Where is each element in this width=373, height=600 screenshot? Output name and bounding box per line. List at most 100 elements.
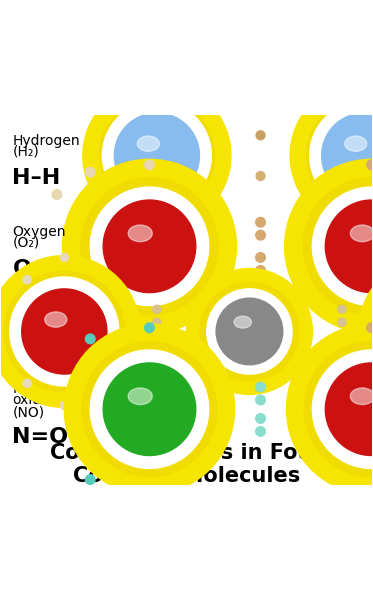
Ellipse shape bbox=[45, 312, 67, 327]
Text: dioxide: dioxide bbox=[13, 315, 63, 329]
Ellipse shape bbox=[128, 388, 152, 404]
Circle shape bbox=[211, 293, 288, 370]
Text: H–H: H–H bbox=[13, 168, 61, 188]
Text: Oxygen: Oxygen bbox=[13, 224, 66, 239]
Circle shape bbox=[111, 109, 203, 202]
Circle shape bbox=[338, 350, 346, 358]
Circle shape bbox=[145, 486, 154, 496]
Circle shape bbox=[325, 363, 373, 455]
Circle shape bbox=[285, 160, 373, 334]
Circle shape bbox=[367, 486, 373, 496]
Text: Nitric: Nitric bbox=[13, 382, 50, 396]
Circle shape bbox=[95, 355, 204, 464]
Circle shape bbox=[207, 289, 292, 374]
Text: (NO): (NO) bbox=[13, 406, 45, 420]
Circle shape bbox=[103, 363, 196, 455]
Circle shape bbox=[95, 191, 204, 301]
Circle shape bbox=[310, 101, 373, 210]
Circle shape bbox=[153, 318, 161, 326]
Ellipse shape bbox=[234, 316, 251, 328]
Circle shape bbox=[312, 350, 373, 469]
Circle shape bbox=[256, 253, 265, 262]
Circle shape bbox=[153, 337, 161, 345]
Circle shape bbox=[85, 167, 95, 177]
Circle shape bbox=[322, 113, 373, 198]
Circle shape bbox=[145, 323, 154, 332]
Circle shape bbox=[290, 82, 373, 230]
Circle shape bbox=[317, 191, 373, 301]
Circle shape bbox=[304, 342, 373, 476]
Circle shape bbox=[256, 230, 265, 240]
Circle shape bbox=[90, 350, 209, 469]
Circle shape bbox=[15, 282, 113, 381]
Circle shape bbox=[153, 305, 161, 313]
Circle shape bbox=[256, 131, 265, 140]
Circle shape bbox=[114, 113, 200, 198]
Circle shape bbox=[62, 160, 236, 334]
Circle shape bbox=[256, 217, 265, 227]
Circle shape bbox=[4, 271, 125, 392]
Text: Carbon: Carbon bbox=[13, 304, 63, 318]
Text: (O₂): (O₂) bbox=[13, 236, 40, 250]
Circle shape bbox=[186, 269, 312, 394]
Circle shape bbox=[338, 337, 346, 345]
Text: (H₂): (H₂) bbox=[13, 145, 39, 159]
Circle shape bbox=[102, 101, 211, 210]
Circle shape bbox=[60, 253, 68, 262]
Circle shape bbox=[317, 355, 373, 464]
Circle shape bbox=[256, 172, 265, 181]
Circle shape bbox=[52, 293, 62, 303]
Ellipse shape bbox=[128, 225, 152, 242]
Circle shape bbox=[90, 187, 209, 305]
Ellipse shape bbox=[137, 136, 159, 151]
Circle shape bbox=[52, 190, 62, 199]
Text: N=O: N=O bbox=[13, 427, 69, 447]
Circle shape bbox=[23, 275, 31, 284]
Circle shape bbox=[216, 298, 283, 365]
Circle shape bbox=[256, 427, 265, 436]
Circle shape bbox=[0, 256, 140, 407]
Circle shape bbox=[303, 178, 373, 315]
Circle shape bbox=[338, 305, 346, 313]
Circle shape bbox=[318, 109, 373, 202]
Circle shape bbox=[85, 475, 95, 484]
Circle shape bbox=[153, 350, 161, 358]
Ellipse shape bbox=[345, 136, 367, 151]
Circle shape bbox=[85, 334, 95, 344]
Text: O=O: O=O bbox=[13, 259, 69, 278]
Circle shape bbox=[256, 395, 265, 405]
Circle shape bbox=[145, 323, 154, 332]
Text: (CO₂): (CO₂) bbox=[13, 328, 50, 342]
Circle shape bbox=[60, 401, 68, 410]
Circle shape bbox=[307, 98, 373, 213]
Circle shape bbox=[256, 266, 265, 275]
Circle shape bbox=[367, 323, 373, 332]
Text: Hydrogen: Hydrogen bbox=[13, 134, 80, 148]
Text: oxide: oxide bbox=[13, 393, 50, 407]
Text: Covalent Bonds in Four
Common Molecules: Covalent Bonds in Four Common Molecules bbox=[50, 443, 323, 487]
Circle shape bbox=[10, 277, 119, 386]
Circle shape bbox=[367, 323, 373, 332]
Circle shape bbox=[256, 382, 265, 392]
Circle shape bbox=[367, 160, 373, 170]
Circle shape bbox=[286, 324, 373, 494]
Circle shape bbox=[22, 289, 107, 374]
Circle shape bbox=[83, 82, 231, 230]
Circle shape bbox=[359, 256, 373, 407]
Circle shape bbox=[82, 342, 217, 476]
Circle shape bbox=[256, 413, 265, 423]
Circle shape bbox=[100, 98, 214, 213]
Circle shape bbox=[23, 379, 31, 388]
Circle shape bbox=[85, 316, 95, 325]
Ellipse shape bbox=[350, 388, 373, 404]
Circle shape bbox=[103, 200, 196, 293]
Circle shape bbox=[81, 178, 218, 315]
Text: O=C=O: O=C=O bbox=[13, 349, 104, 369]
Ellipse shape bbox=[350, 225, 373, 242]
Circle shape bbox=[325, 200, 373, 293]
Circle shape bbox=[145, 160, 154, 170]
Circle shape bbox=[312, 187, 373, 305]
Circle shape bbox=[338, 318, 346, 326]
Circle shape bbox=[200, 282, 299, 381]
Circle shape bbox=[64, 324, 235, 494]
